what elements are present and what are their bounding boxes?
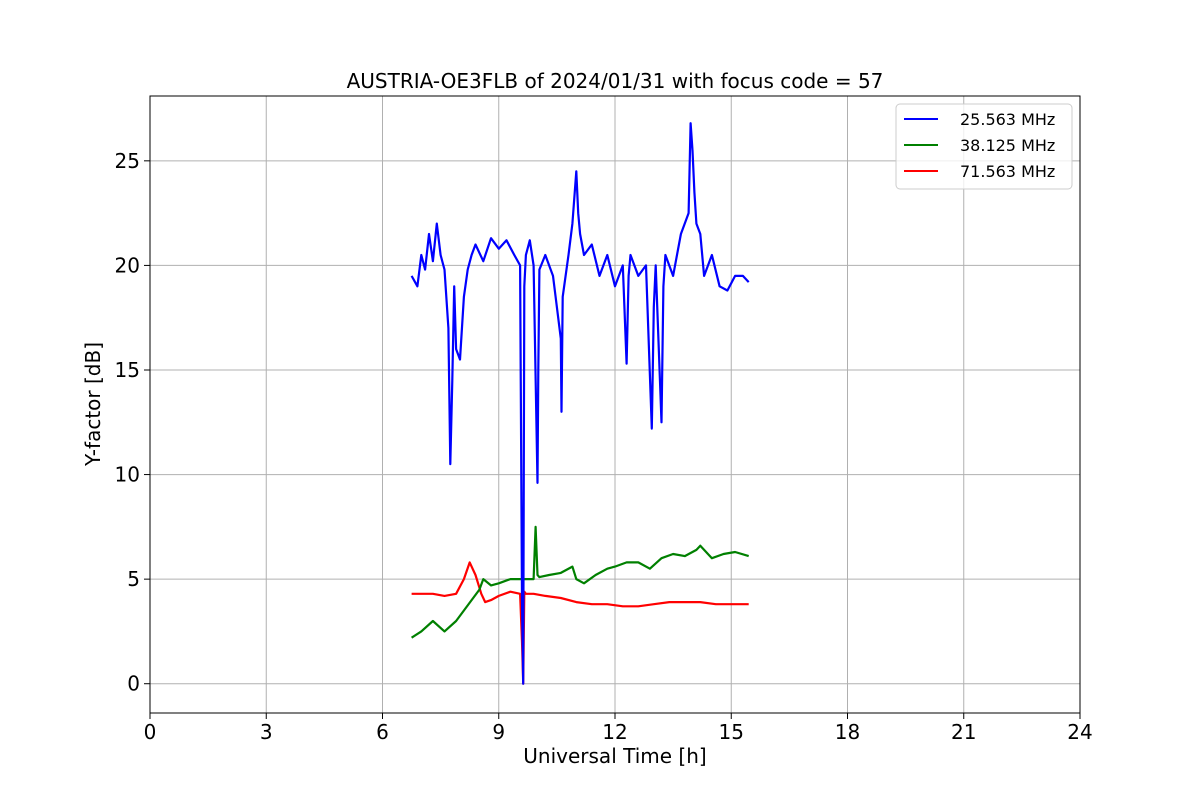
x-tick-label: 6 (376, 720, 389, 744)
x-tick-label: 3 (260, 720, 273, 744)
x-tick-label: 21 (951, 720, 976, 744)
x-tick-label: 12 (602, 720, 627, 744)
series-line (410, 122, 750, 685)
x-tick-label: 24 (1067, 720, 1092, 744)
legend-box (895, 103, 1073, 190)
x-axis: 0 3 6 9 12 15 18 21 24 (144, 713, 1093, 744)
series-line (411, 525, 750, 639)
y-axis-label: Y-factor [dB] (81, 342, 105, 467)
legend-entry: 71.563 MHz (960, 162, 1055, 181)
chart-title: AUSTRIA-OE3FLB of 2024/01/31 with focus … (347, 69, 884, 93)
y-tick-label: 0 (127, 672, 140, 696)
legend-entry: 38.125 MHz (960, 136, 1055, 155)
x-axis-label: Universal Time [h] (523, 744, 706, 768)
y-tick-label: 25 (115, 149, 140, 173)
x-tick-label: 15 (719, 720, 744, 744)
y-tick-label: 20 (115, 253, 140, 277)
y-tick-label: 5 (127, 567, 140, 591)
y-tick-label: 15 (115, 358, 140, 382)
x-tick-label: 0 (144, 720, 157, 744)
legend-entry: 25.563 MHz (960, 110, 1055, 129)
y-tick-label: 10 (115, 463, 140, 487)
series-group (410, 122, 750, 685)
grid (149, 96, 1081, 713)
x-tick-label: 9 (492, 720, 505, 744)
x-tick-label: 18 (835, 720, 860, 744)
y-axis: 0 5 10 15 20 25 (115, 149, 150, 696)
legend: 25.563 MHz 38.125 MHz 71.563 MHz (895, 103, 1073, 190)
